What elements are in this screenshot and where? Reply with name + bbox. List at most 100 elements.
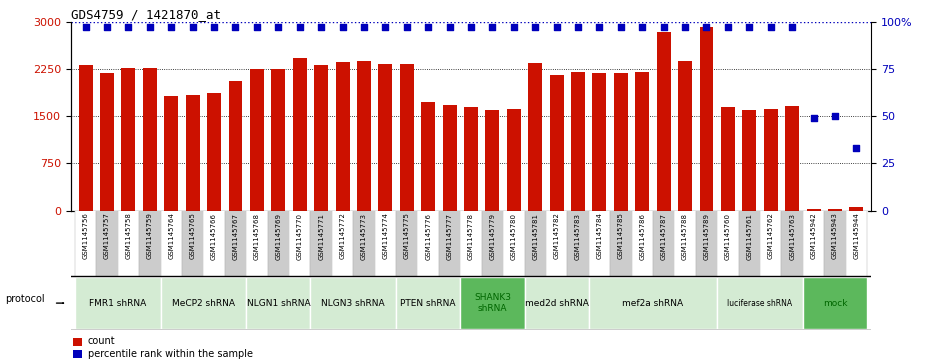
Text: GSM1145780: GSM1145780 — [511, 212, 517, 260]
Text: GSM1145787: GSM1145787 — [660, 212, 667, 260]
Bar — [335, 62, 349, 211]
Bar — [764, 109, 778, 211]
Point — [292, 25, 307, 30]
Bar — [203, 211, 225, 276]
Point — [635, 25, 650, 30]
Bar — [507, 109, 521, 211]
Text: GSM1145774: GSM1145774 — [382, 212, 388, 260]
Bar — [806, 209, 820, 211]
Text: GSM1145758: GSM1145758 — [125, 212, 132, 260]
Point — [250, 25, 265, 30]
Point — [571, 25, 586, 30]
Text: GSM1145757: GSM1145757 — [104, 212, 110, 260]
Point — [785, 25, 800, 30]
Bar — [610, 211, 631, 276]
Text: luciferase shRNA: luciferase shRNA — [727, 299, 792, 307]
Bar — [461, 211, 481, 276]
Point — [421, 25, 436, 30]
Bar — [528, 63, 543, 211]
Point — [849, 145, 864, 151]
Bar — [760, 211, 782, 276]
Point — [228, 25, 243, 30]
Point — [741, 25, 756, 30]
Text: SHANK3
shRNA: SHANK3 shRNA — [474, 293, 511, 313]
Text: GSM1145788: GSM1145788 — [682, 212, 688, 260]
Text: GSM1145789: GSM1145789 — [704, 212, 709, 260]
Text: GSM1145764: GSM1145764 — [169, 212, 174, 260]
Point — [335, 25, 350, 30]
Point — [613, 25, 628, 30]
Text: GSM1145783: GSM1145783 — [575, 212, 581, 260]
Point — [528, 25, 543, 30]
Text: GSM1145767: GSM1145767 — [233, 212, 238, 260]
Bar — [96, 211, 118, 276]
Bar — [485, 110, 499, 211]
Text: percentile rank within the sample: percentile rank within the sample — [88, 349, 252, 359]
Text: GSM1145771: GSM1145771 — [318, 212, 324, 260]
Text: GSM1145766: GSM1145766 — [211, 212, 217, 260]
Bar — [461, 277, 525, 329]
Bar — [268, 211, 289, 276]
Bar — [139, 211, 160, 276]
Bar — [160, 277, 246, 329]
Bar — [100, 73, 114, 211]
Point — [186, 25, 201, 30]
Bar — [421, 102, 435, 211]
Text: GSM1145770: GSM1145770 — [297, 212, 302, 260]
Text: GSM1145768: GSM1145768 — [254, 212, 260, 260]
Point — [442, 25, 457, 30]
Point — [206, 25, 221, 30]
Point — [78, 25, 93, 30]
Bar — [186, 95, 200, 211]
Bar — [246, 277, 311, 329]
Bar — [207, 93, 221, 211]
Bar — [225, 211, 246, 276]
Bar — [742, 110, 756, 211]
Text: NLGN3 shRNA: NLGN3 shRNA — [321, 299, 385, 307]
Bar — [353, 211, 375, 276]
Point — [699, 25, 714, 30]
Bar — [271, 69, 285, 211]
Bar — [721, 107, 735, 211]
Bar — [657, 32, 671, 211]
Bar — [546, 211, 567, 276]
Bar — [79, 65, 92, 211]
Bar — [674, 211, 696, 276]
Bar — [635, 72, 649, 211]
Bar — [443, 105, 457, 211]
Text: GDS4759 / 1421870_at: GDS4759 / 1421870_at — [71, 8, 220, 21]
Bar — [567, 211, 589, 276]
Text: GSM1145769: GSM1145769 — [275, 212, 282, 260]
Bar — [678, 61, 692, 211]
Text: GSM1145781: GSM1145781 — [532, 212, 538, 260]
Bar — [396, 277, 461, 329]
Text: GSM1145777: GSM1145777 — [447, 212, 452, 260]
Bar — [311, 211, 332, 276]
Text: count: count — [88, 336, 115, 346]
Text: GSM1145785: GSM1145785 — [618, 212, 624, 260]
Point — [100, 25, 115, 30]
Point — [314, 25, 329, 30]
Text: GSM1145775: GSM1145775 — [404, 212, 410, 260]
Point — [506, 25, 521, 30]
Bar — [160, 211, 182, 276]
Bar — [464, 107, 478, 211]
Bar — [375, 211, 396, 276]
Text: GSM1145942: GSM1145942 — [810, 212, 817, 259]
Bar — [399, 64, 414, 211]
Bar — [525, 211, 546, 276]
Point — [378, 25, 393, 30]
Point — [121, 25, 136, 30]
Bar — [293, 58, 307, 211]
Bar — [481, 211, 503, 276]
Text: GSM1145772: GSM1145772 — [339, 212, 346, 260]
Bar — [700, 27, 713, 211]
Text: GSM1145761: GSM1145761 — [746, 212, 753, 260]
Text: mef2a shRNA: mef2a shRNA — [623, 299, 684, 307]
Bar — [550, 75, 563, 211]
Point — [399, 25, 414, 30]
Bar — [828, 209, 842, 211]
Bar — [631, 211, 653, 276]
Text: GSM1145786: GSM1145786 — [640, 212, 645, 260]
Bar — [803, 211, 824, 276]
